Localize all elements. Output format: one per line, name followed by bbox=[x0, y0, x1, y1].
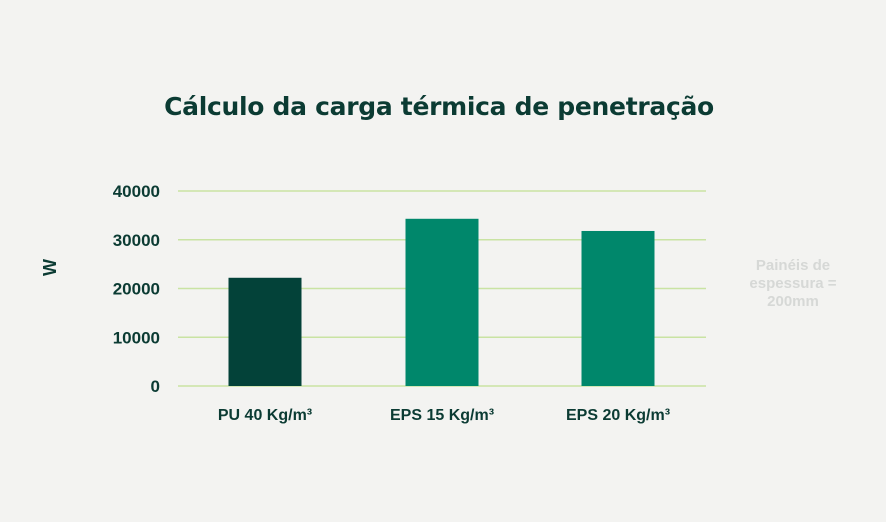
x-tick-label: EPS 15 Kg/m³ bbox=[390, 407, 494, 424]
bar bbox=[228, 277, 302, 386]
note-line-3: 200mm bbox=[767, 293, 819, 310]
panel-thickness-note: Painéis de espessura = 200mm bbox=[728, 257, 858, 311]
chart-title: Cálculo da carga térmica de penetração bbox=[164, 92, 714, 121]
y-tick-label: 30000 bbox=[113, 231, 160, 250]
y-axis-label: W bbox=[40, 259, 60, 276]
note-line-2: espessura = bbox=[749, 275, 837, 292]
y-tick-label: 10000 bbox=[113, 328, 160, 347]
x-axis-ticks: PU 40 Kg/m³ EPS 15 Kg/m³ EPS 20 Kg/m³ bbox=[218, 407, 670, 424]
y-tick-label: 20000 bbox=[113, 280, 160, 299]
y-axis-ticks: 0 10000 20000 30000 40000 bbox=[113, 182, 160, 396]
y-tick-label: 0 bbox=[151, 377, 160, 396]
x-tick-label: EPS 20 Kg/m³ bbox=[566, 407, 670, 424]
bar bbox=[581, 230, 655, 386]
bar bbox=[405, 218, 479, 386]
note-line-1: Painéis de bbox=[755, 257, 831, 274]
x-tick-label: PU 40 Kg/m³ bbox=[218, 407, 312, 424]
bars bbox=[228, 218, 655, 386]
y-tick-label: 40000 bbox=[113, 182, 160, 201]
